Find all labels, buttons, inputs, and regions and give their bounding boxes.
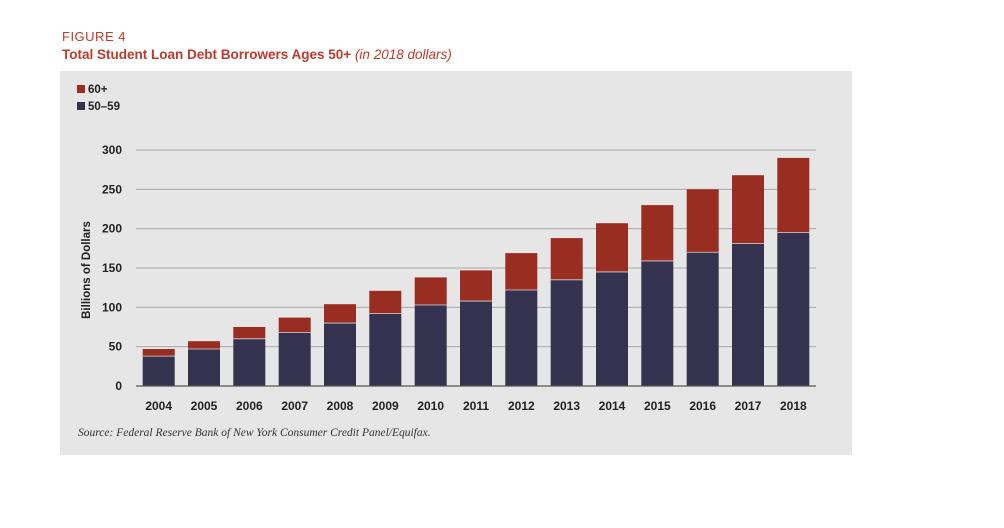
figure-title-text: Total Student Loan Debt Borrowers Ages 5… — [62, 47, 352, 62]
bar-segment-50-59 — [142, 356, 175, 386]
bar-segment-50-59 — [369, 313, 402, 386]
legend-label: 60+ — [88, 84, 108, 96]
bar-segment-50-59 — [414, 305, 447, 386]
bar-segment-50-59 — [550, 279, 583, 386]
bar-segment-60-plus — [596, 223, 628, 272]
source-note: Source: Federal Reserve Bank of New York… — [78, 427, 431, 439]
x-tick-label: 2017 — [735, 399, 762, 413]
y-tick-label: 100 — [102, 300, 122, 314]
legend-swatch — [77, 102, 85, 110]
bar-segment-50-59 — [460, 301, 492, 386]
chart-panel: 0 50 100 150 200 250 300 2004 2005 2006 2007 2008 20… — [60, 71, 852, 455]
y-tick-label: 150 — [102, 261, 122, 275]
x-tick-label: 2006 — [236, 399, 263, 413]
bar-segment-60-plus — [686, 189, 719, 253]
x-tick-label: 2005 — [191, 399, 218, 413]
bar-segment-50-59 — [233, 338, 266, 386]
bar-segment-50-59 — [641, 260, 674, 386]
bar-segment-60-plus — [550, 238, 583, 280]
bar-segment-50-59 — [596, 271, 628, 386]
stacked-bar-chart: 0 50 100 150 200 250 300 2004 2005 2006 2007 2008 20… — [77, 84, 816, 413]
bar-segment-60-plus — [505, 253, 538, 291]
y-tick-label: 0 — [115, 379, 122, 393]
y-tick-label: 50 — [109, 340, 123, 354]
y-tick-label: 200 — [102, 222, 122, 236]
bar-segment-50-59 — [732, 243, 764, 386]
bar-segment-50-59 — [777, 232, 810, 386]
bar-segment-60-plus — [188, 341, 220, 350]
x-tick-label: 2013 — [553, 399, 580, 413]
bar-segment-60-plus — [732, 175, 764, 244]
legend: 60+ 50–59 — [77, 84, 120, 113]
x-tick-label: 2012 — [508, 399, 535, 413]
y-tick-label: 300 — [102, 143, 122, 157]
x-tick-label: 2016 — [689, 399, 716, 413]
x-tick-label: 2011 — [463, 399, 489, 413]
x-tick-label: 2018 — [780, 399, 807, 413]
bar-segment-60-plus — [324, 304, 356, 324]
bar-segment-50-59 — [278, 332, 311, 386]
bar-segment-50-59 — [324, 323, 356, 386]
y-axis-title: Billions of Dollars — [81, 221, 93, 319]
bar-segment-50-59 — [686, 252, 719, 386]
legend-swatch — [77, 85, 85, 93]
bar-segment-50-59 — [505, 290, 538, 386]
x-tick-label: 2015 — [644, 399, 671, 413]
x-tick-label: 2004 — [145, 399, 172, 413]
bar-segment-60-plus — [460, 270, 492, 302]
bar-segment-60-plus — [369, 290, 402, 314]
bar-segment-60-plus — [777, 157, 810, 233]
axes: 0 50 100 150 200 250 300 2004 2005 2006 2007 2008 20… — [81, 143, 816, 413]
figure-label: FIGURE 4 — [62, 29, 126, 44]
bar-segment-60-plus — [278, 317, 311, 333]
bar-segment-60-plus — [142, 349, 175, 357]
bar-segment-60-plus — [414, 277, 447, 305]
figure-title: Total Student Loan Debt Borrowers Ages 5… — [62, 47, 452, 62]
legend-label: 50–59 — [88, 101, 120, 113]
x-tick-label: 2009 — [372, 399, 399, 413]
x-tick-label: 2010 — [417, 399, 444, 413]
bar-segment-60-plus — [233, 327, 266, 339]
x-tick-label: 2007 — [281, 399, 308, 413]
x-tick-label: 2008 — [327, 399, 354, 413]
y-tick-label: 250 — [102, 182, 122, 196]
bar-segment-60-plus — [641, 205, 674, 261]
bars — [142, 157, 810, 386]
x-tick-label: 2014 — [599, 399, 626, 413]
bar-segment-50-59 — [188, 349, 220, 386]
figure-subtitle: (in 2018 dollars) — [354, 47, 452, 62]
